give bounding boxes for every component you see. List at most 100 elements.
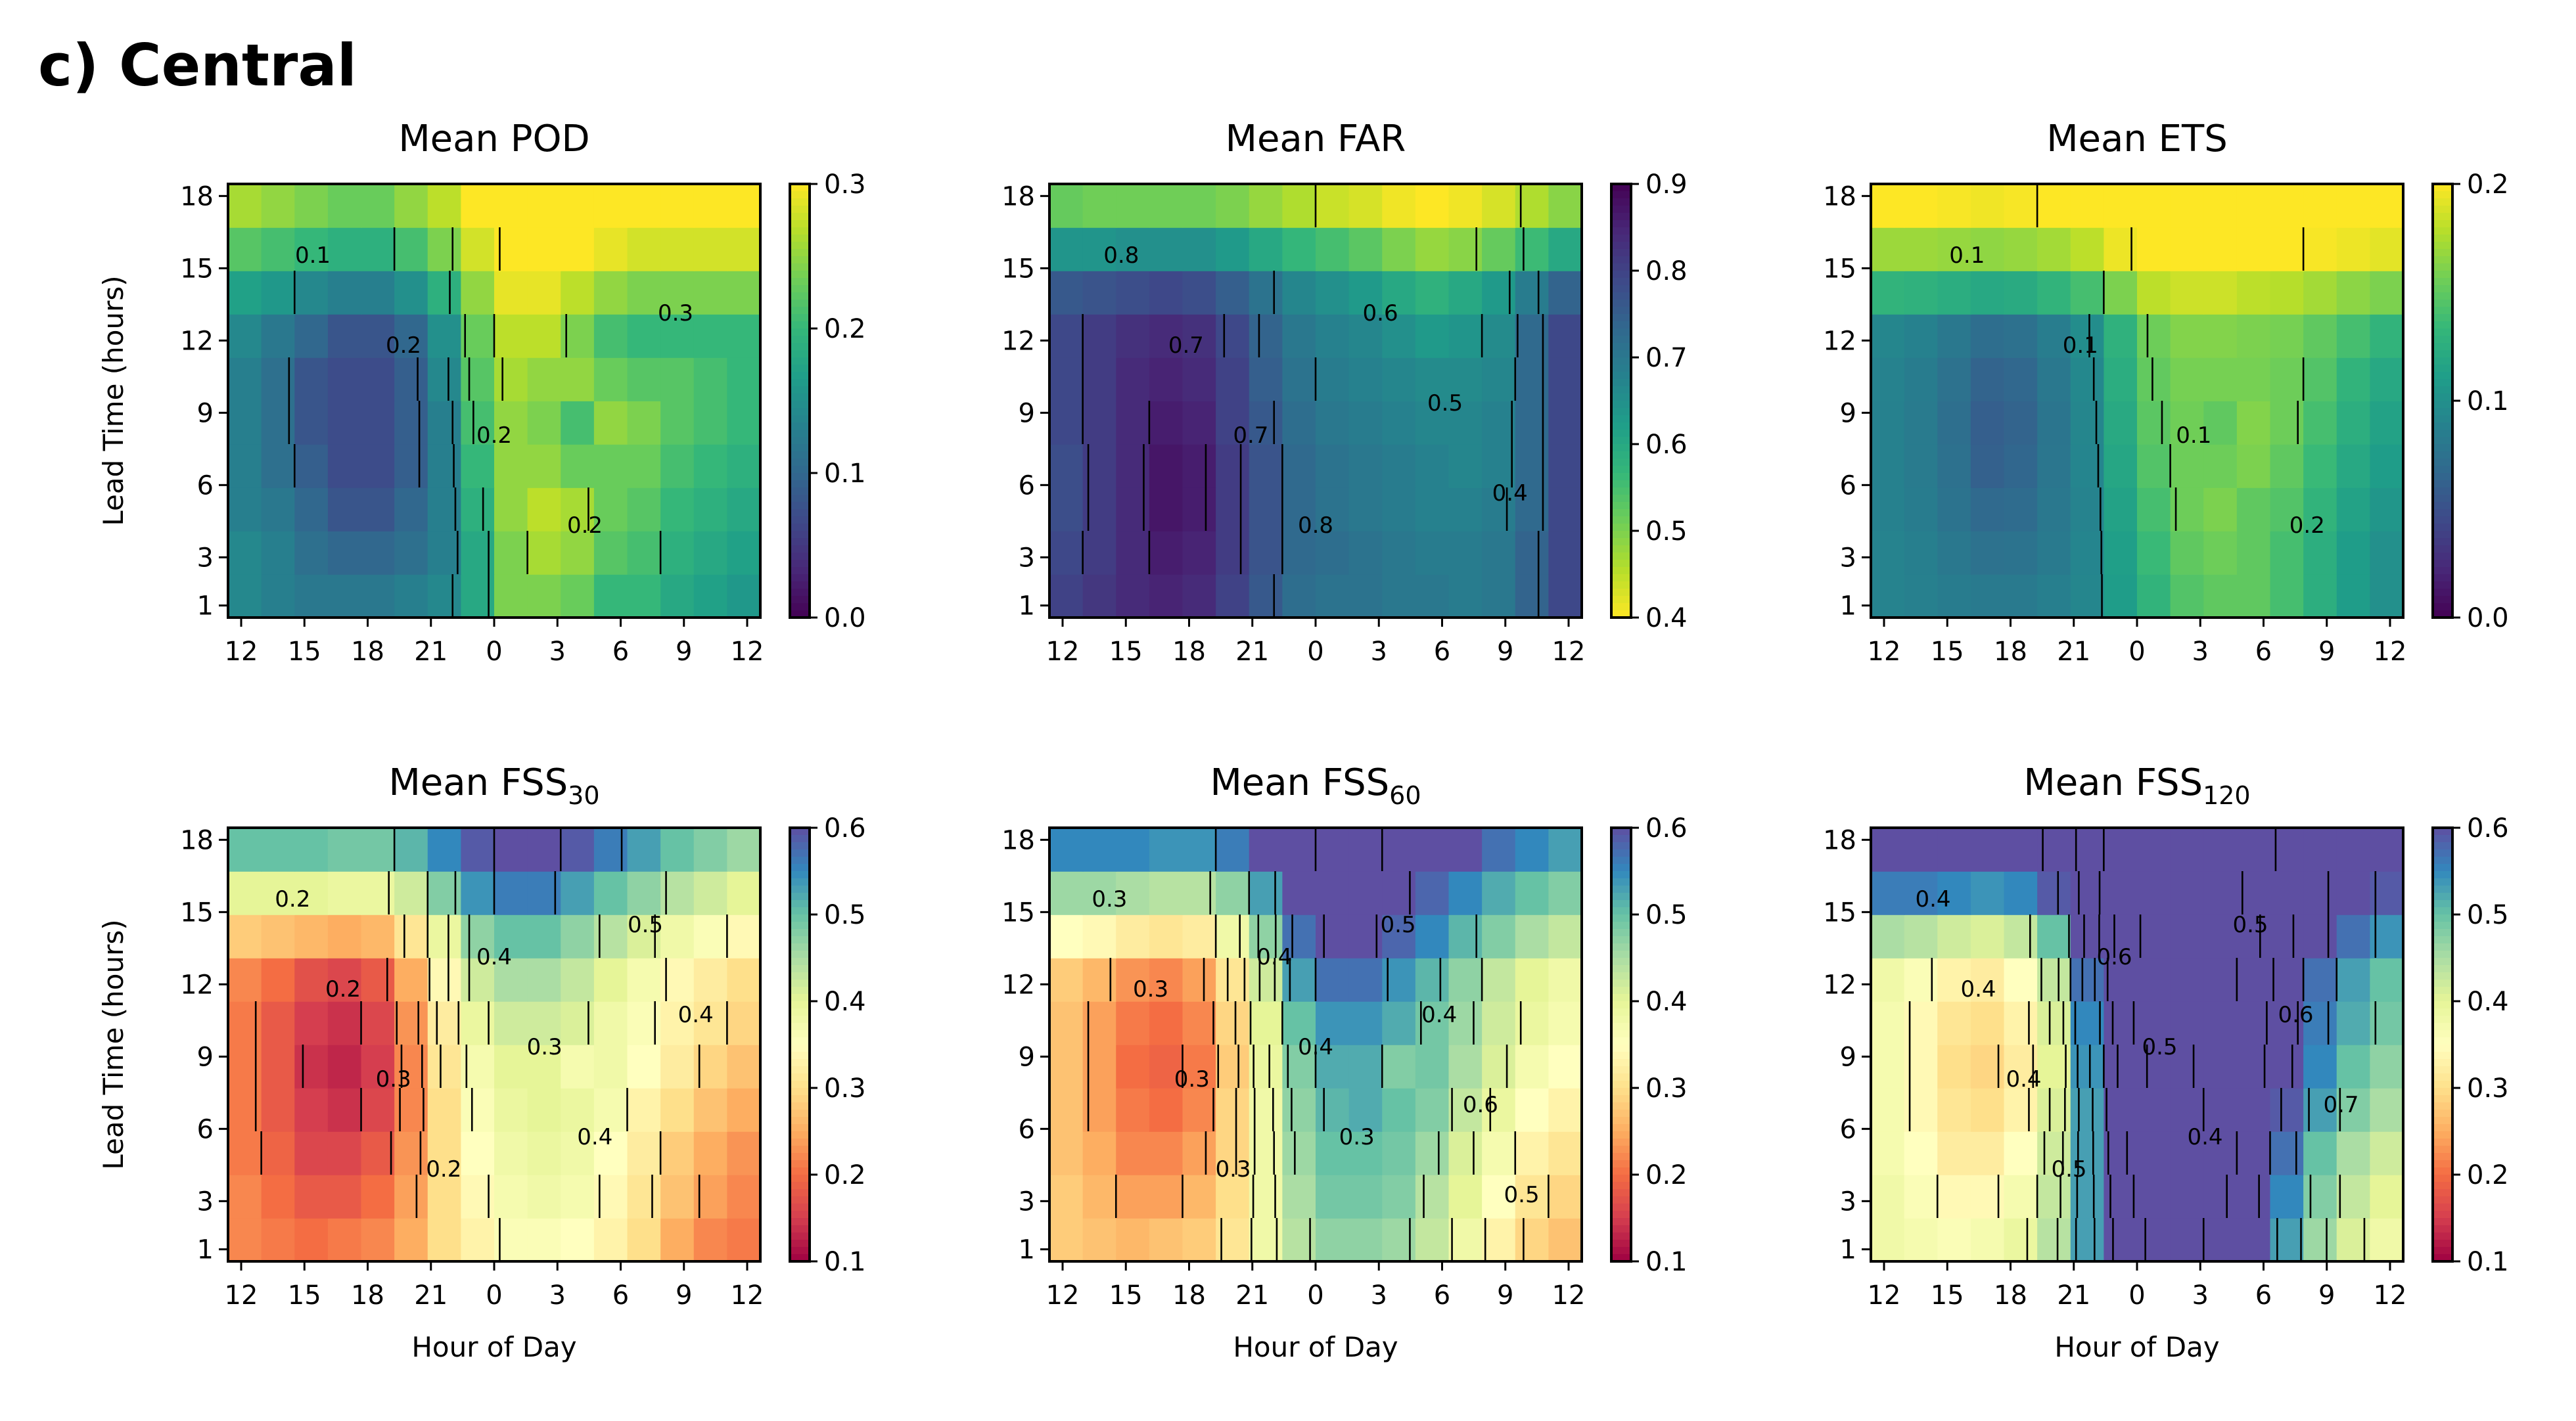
colorbar-segment [2433,343,2452,351]
heatmap-cell [660,487,695,531]
heatmap-cell [1149,828,1184,872]
heatmap-cell [627,531,661,575]
colorbar-segment [790,936,810,944]
x-tick-label: 18 [351,1280,384,1311]
heatmap-cell [2370,227,2404,271]
heatmap-cell [2137,444,2171,488]
heatmap-cell [2303,914,2337,959]
heatmap-cell [627,401,661,445]
colorbar-segment [2433,1240,2452,1248]
x-axis-label: Hour of Day [411,1331,576,1363]
heatmap-cell [1904,184,1939,228]
y-tick-label: 15 [1001,897,1035,928]
heatmap-cell [1116,828,1150,872]
heatmap-cell [2270,958,2304,1002]
heatmap-cell [1049,271,1084,315]
heatmap-cell [1871,1131,1905,1175]
heatmap-cell [2004,958,2038,1002]
colorbar-segment [790,1110,810,1117]
colorbar-segment [2433,451,2452,459]
heatmap-cell [593,401,628,445]
heatmap-cell [593,1131,628,1175]
colorbar-segment [2433,1196,2452,1204]
x-tick-label: 3 [2192,637,2209,667]
colorbar-segment [2433,249,2452,257]
heatmap-cell [1871,487,1905,531]
heatmap-cell [727,1045,761,1089]
heatmap-cell [294,1045,329,1089]
heatmap-cell [2137,958,2171,1002]
heatmap-cell [1216,401,1250,445]
contour-label: 0.5 [628,912,663,938]
heatmap-cell [1871,227,1905,271]
colorbar-segment [2433,394,2452,401]
colorbar-segment [790,1016,810,1024]
colorbar-segment [2433,278,2452,286]
colorbar-segment [1611,842,1631,850]
colorbar-segment [790,603,810,611]
heatmap-cell [2236,357,2271,401]
colorbar-segment [2433,589,2452,597]
heatmap-cell [2203,401,2238,445]
contour-label: 0.4 [1421,1002,1457,1028]
contour-label: 0.2 [426,1156,461,1183]
heatmap-cell [2037,444,2071,488]
x-tick-label: 12 [1552,637,1586,667]
colorbar-segment [2433,379,2452,387]
colorbar-segment [2433,1124,2452,1132]
heatmap-cell [494,828,528,872]
heatmap-cell [593,1001,628,1045]
colorbar-segment [1611,951,1631,959]
heatmap-cell [1216,1175,1250,1219]
colorbar-tick-label: 0.5 [824,900,866,930]
y-tick-label: 18 [1001,181,1035,212]
colorbar-segment [790,1045,810,1052]
heatmap-cell [327,1045,362,1089]
heatmap-cell [2303,1001,2337,1045]
heatmap-cell [1049,1131,1084,1175]
colorbar-segment [1611,184,1631,192]
heatmap-cell [1149,1045,1184,1089]
heatmap-cell [1937,1175,1971,1219]
heatmap-cell [1049,444,1084,488]
heatmap-cell [1904,271,1939,315]
heatmap-cell [1415,531,1450,575]
heatmap-cell [1515,1088,1550,1132]
heatmap-cell [660,271,695,315]
colorbar-segment [1611,336,1631,344]
colorbar-tick-label: 0.1 [2467,386,2509,417]
heatmap-cell [294,227,329,271]
heatmap-cell [1116,1088,1150,1132]
heatmap-cell [727,227,761,271]
heatmap-cell [1316,401,1350,445]
y-tick-label: 3 [1019,1186,1035,1217]
heatmap-cell [294,871,329,915]
heatmap-cell [1249,444,1283,488]
contour-label: 0.3 [527,1034,563,1060]
heatmap-cell [494,958,528,1002]
colorbar-segment [2433,1052,2452,1060]
heatmap-cell [494,574,528,618]
colorbar-tick-label: 0.8 [1645,256,1688,286]
colorbar-segment [2433,538,2452,546]
colorbar-segment [790,1189,810,1197]
heatmap-cell [361,1218,395,1262]
heatmap-cell [1082,828,1117,872]
heatmap-cell [1904,958,1939,1002]
heatmap-cell [2170,227,2205,271]
heatmap-cell [2137,574,2171,618]
y-tick-label: 15 [1823,254,1856,284]
heatmap-cell [1116,574,1150,618]
heatmap-cell [1182,1001,1216,1045]
heatmap-cell [2004,1001,2038,1045]
heatmap-cell [1448,828,1483,872]
y-tick-label: 9 [1840,398,1856,428]
heatmap-cell [2104,357,2138,401]
heatmap-cell [1548,914,1582,959]
heatmap-cell [1316,184,1350,228]
heatmap-cell [327,401,362,445]
colorbar-segment [790,386,810,394]
heatmap-cell [727,1088,761,1132]
colorbar-segment [2433,900,2452,908]
